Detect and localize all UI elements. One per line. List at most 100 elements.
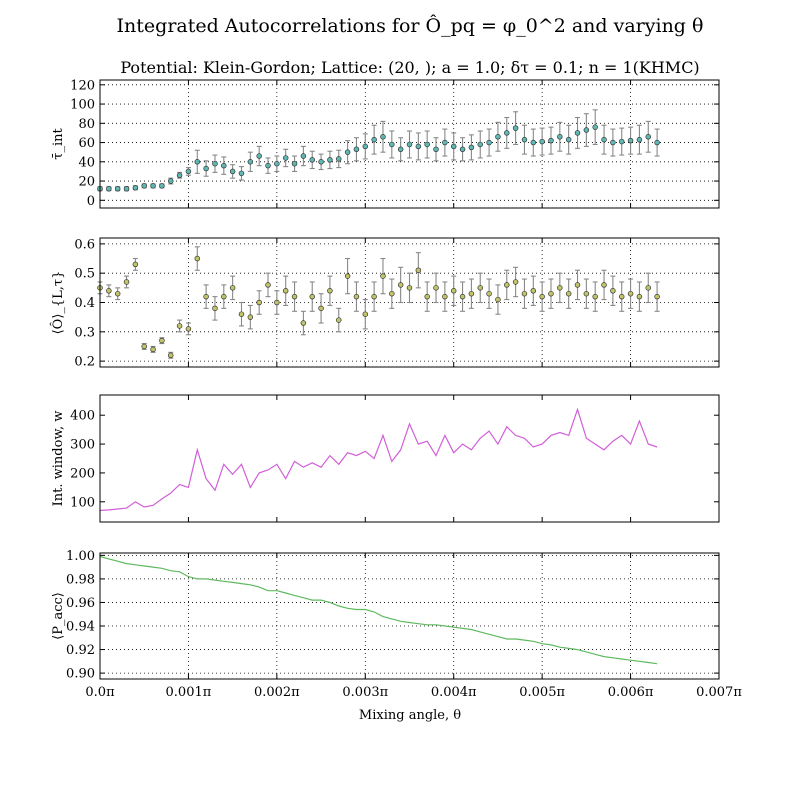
y-tick-label: 0 [87, 194, 95, 209]
data-point [389, 141, 395, 148]
y-tick-label: 0.94 [66, 620, 95, 635]
data-point [477, 285, 483, 291]
y-tick-label: 0.98 [66, 572, 95, 587]
data-point [380, 134, 386, 140]
data-point [548, 137, 554, 144]
data-point [636, 136, 643, 143]
data-point [442, 139, 448, 146]
data-point [521, 290, 528, 297]
data-point [371, 293, 377, 300]
data-point [212, 160, 218, 167]
plot-frame [99, 237, 720, 368]
data-point [583, 290, 590, 297]
data-point [592, 293, 598, 300]
data-point [309, 293, 315, 300]
data-point [459, 146, 466, 153]
data-point [327, 157, 333, 163]
data-point [291, 160, 298, 167]
data-point [521, 136, 528, 143]
data-point [397, 282, 404, 288]
x-tick-label: 0.007π [696, 685, 742, 700]
data-point [548, 290, 554, 297]
data-point [565, 290, 572, 297]
data-point [574, 282, 581, 288]
data-point [132, 185, 139, 191]
data-point [256, 299, 262, 306]
y-axis-label: ⟨P_acc⟩ [51, 592, 66, 640]
data-point [512, 125, 519, 131]
data-point [106, 288, 112, 294]
y-tick-label: 100 [70, 98, 95, 113]
data-point [353, 293, 360, 300]
y-tick-label: 60 [78, 136, 95, 151]
data-point [406, 285, 413, 291]
data-point [557, 134, 563, 140]
data-point [336, 156, 342, 162]
data-point [486, 290, 492, 297]
data-point [486, 139, 492, 146]
series-line [99, 407, 658, 512]
data-point [627, 290, 634, 297]
data-point [610, 288, 616, 294]
x-tick-label: 0.005π [519, 685, 565, 700]
data-point [123, 279, 130, 285]
data-point [397, 146, 404, 153]
data-point [141, 183, 147, 189]
data-point [159, 337, 165, 344]
data-point [256, 153, 262, 159]
data-point [185, 326, 192, 332]
data-point [539, 138, 545, 145]
data-point [265, 282, 271, 288]
data-point [238, 170, 245, 177]
data-point [274, 299, 280, 306]
data-point [194, 159, 201, 165]
data-point [114, 290, 121, 297]
data-point [247, 314, 254, 320]
data-point [300, 320, 307, 326]
data-point [636, 293, 643, 300]
data-point [495, 134, 501, 140]
y-tick-label: 200 [70, 466, 95, 481]
y-tick-label: 0.96 [66, 596, 95, 611]
panel-observable-mean: 0.2 0.3 0.4 0.5 0.6 ⟨Ô⟩_{L,τ} [49, 237, 720, 370]
data-point [167, 178, 174, 184]
data-point [238, 311, 245, 317]
figure-title: Integrated Autocorrelations for Ô_pq = φ… [117, 14, 704, 37]
data-point [459, 293, 466, 300]
data-point [406, 141, 413, 148]
data-point [212, 305, 218, 312]
data-point [318, 305, 324, 312]
panel-integration-window: 100 200 300 400 Int. window, w [51, 394, 720, 523]
data-point [415, 143, 422, 150]
data-point [194, 255, 201, 262]
data-point [530, 288, 537, 294]
x-tick-label: 0.001π [166, 685, 212, 700]
data-point [601, 136, 607, 143]
data-point [336, 317, 342, 323]
y-axis-label: Int. window, w [51, 411, 66, 507]
data-point [282, 288, 289, 294]
data-point [371, 136, 377, 143]
data-point [265, 162, 271, 169]
data-point [504, 130, 510, 136]
data-point [424, 293, 430, 300]
data-point [654, 139, 660, 146]
y-tick-label: 80 [78, 117, 95, 132]
y-tick-label: 0.92 [66, 643, 95, 658]
data-point [344, 273, 351, 279]
data-point [442, 293, 448, 300]
y-tick-label: 0.4 [74, 296, 95, 311]
data-point [362, 311, 369, 317]
data-point [221, 162, 227, 169]
data-point [300, 153, 307, 159]
y-tick-label: 0.3 [74, 325, 95, 340]
data-point [229, 168, 236, 175]
data-point [450, 143, 457, 150]
panel-tau-int: 0 20 40 60 80 100 120 τ̄_int [51, 78, 720, 209]
panel-acceptance: 0.90 0.92 0.94 0.96 0.98 1.00 ⟨P_acc⟩ [51, 549, 720, 682]
y-tick-label: 0.6 [74, 237, 95, 252]
data-point [574, 130, 581, 136]
data-point [141, 343, 147, 350]
data-point [601, 282, 607, 288]
data-point [424, 141, 430, 148]
